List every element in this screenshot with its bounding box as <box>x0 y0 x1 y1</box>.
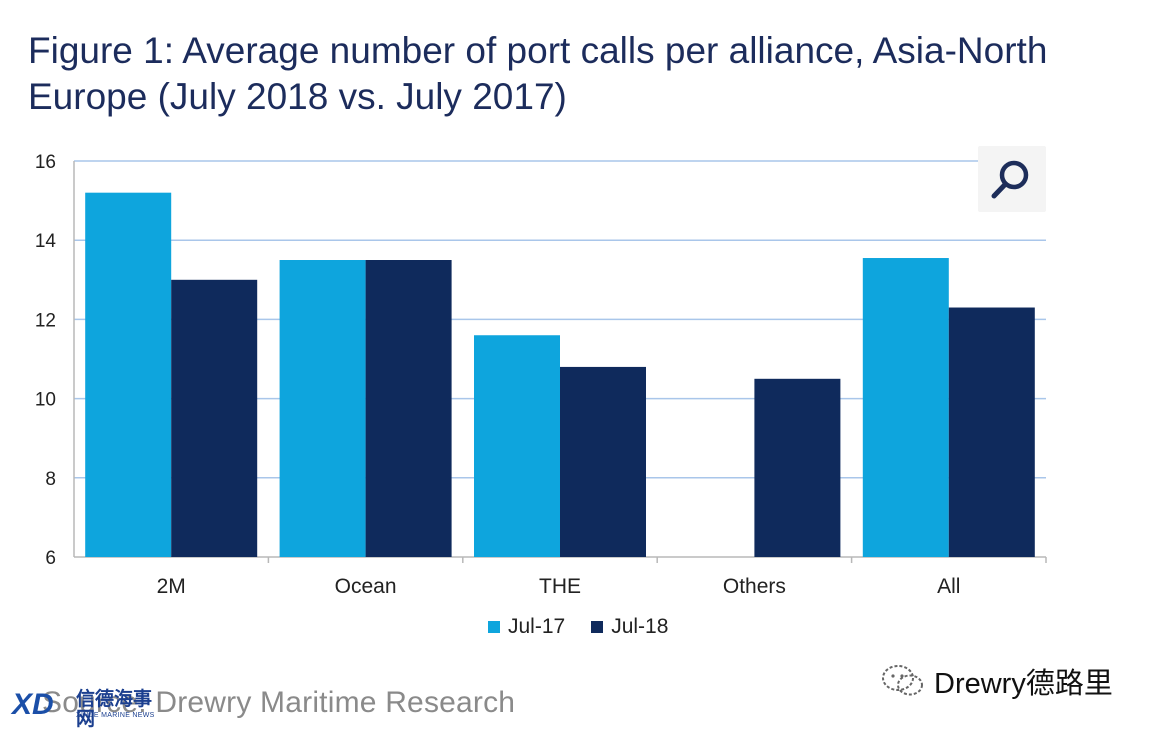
y-tick-label: 14 <box>35 231 57 252</box>
legend-label-jul18: Jul-18 <box>611 615 669 638</box>
wechat-icon <box>882 665 923 696</box>
legend: Jul-17 Jul-18 <box>488 614 668 640</box>
legend-item-jul18: Jul-18 <box>591 615 668 639</box>
watermark-cn: 信德海事网 <box>76 689 153 730</box>
x-tick-label: THE <box>539 575 581 598</box>
legend-item-jul17: Jul-17 <box>488 615 565 639</box>
bar-jul-18-others <box>754 378 841 557</box>
bar-jul-17-the <box>474 335 560 557</box>
watermark-en: XINDE MARINE NEWS <box>76 712 155 719</box>
bar-jul-18-all <box>948 307 1035 557</box>
chart-title: Figure 1: Average number of port calls p… <box>28 30 1048 117</box>
y-tick-label: 10 <box>35 390 56 411</box>
x-tick-label: All <box>937 575 960 598</box>
zoom-button[interactable] <box>978 146 1046 212</box>
legend-swatch-jul17 <box>488 621 500 633</box>
bar-jul-17-2m <box>85 192 172 557</box>
bar-jul-17-ocean <box>279 260 366 557</box>
watermark-logo-mark: XD <box>12 688 54 721</box>
source-note: Source: Drewry Maritime Research <box>42 686 516 719</box>
watermark-logo: XD 信德海事网 XINDE MARINE NEWS <box>12 688 162 730</box>
y-tick-label: 12 <box>35 310 56 331</box>
y-tick-label: 6 <box>45 548 56 569</box>
x-tick-label: Ocean <box>335 575 397 598</box>
x-tick-label: Others <box>723 575 786 598</box>
x-tick-label: 2M <box>157 575 186 598</box>
legend-swatch-jul18 <box>591 621 604 633</box>
wechat-label: Drewry德路里 <box>934 668 1113 700</box>
bar-jul-17-all <box>862 258 949 557</box>
legend-label-jul17: Jul-17 <box>508 615 566 638</box>
bar-jul-18-ocean <box>365 260 452 557</box>
search-icon <box>991 160 1029 199</box>
y-tick-label: 16 <box>35 152 56 173</box>
bar-jul-18-the <box>560 366 646 557</box>
wechat-account: Drewry德路里 <box>880 660 1113 702</box>
y-tick-label: 8 <box>45 469 56 490</box>
bar-jul-18-2m <box>171 279 258 557</box>
